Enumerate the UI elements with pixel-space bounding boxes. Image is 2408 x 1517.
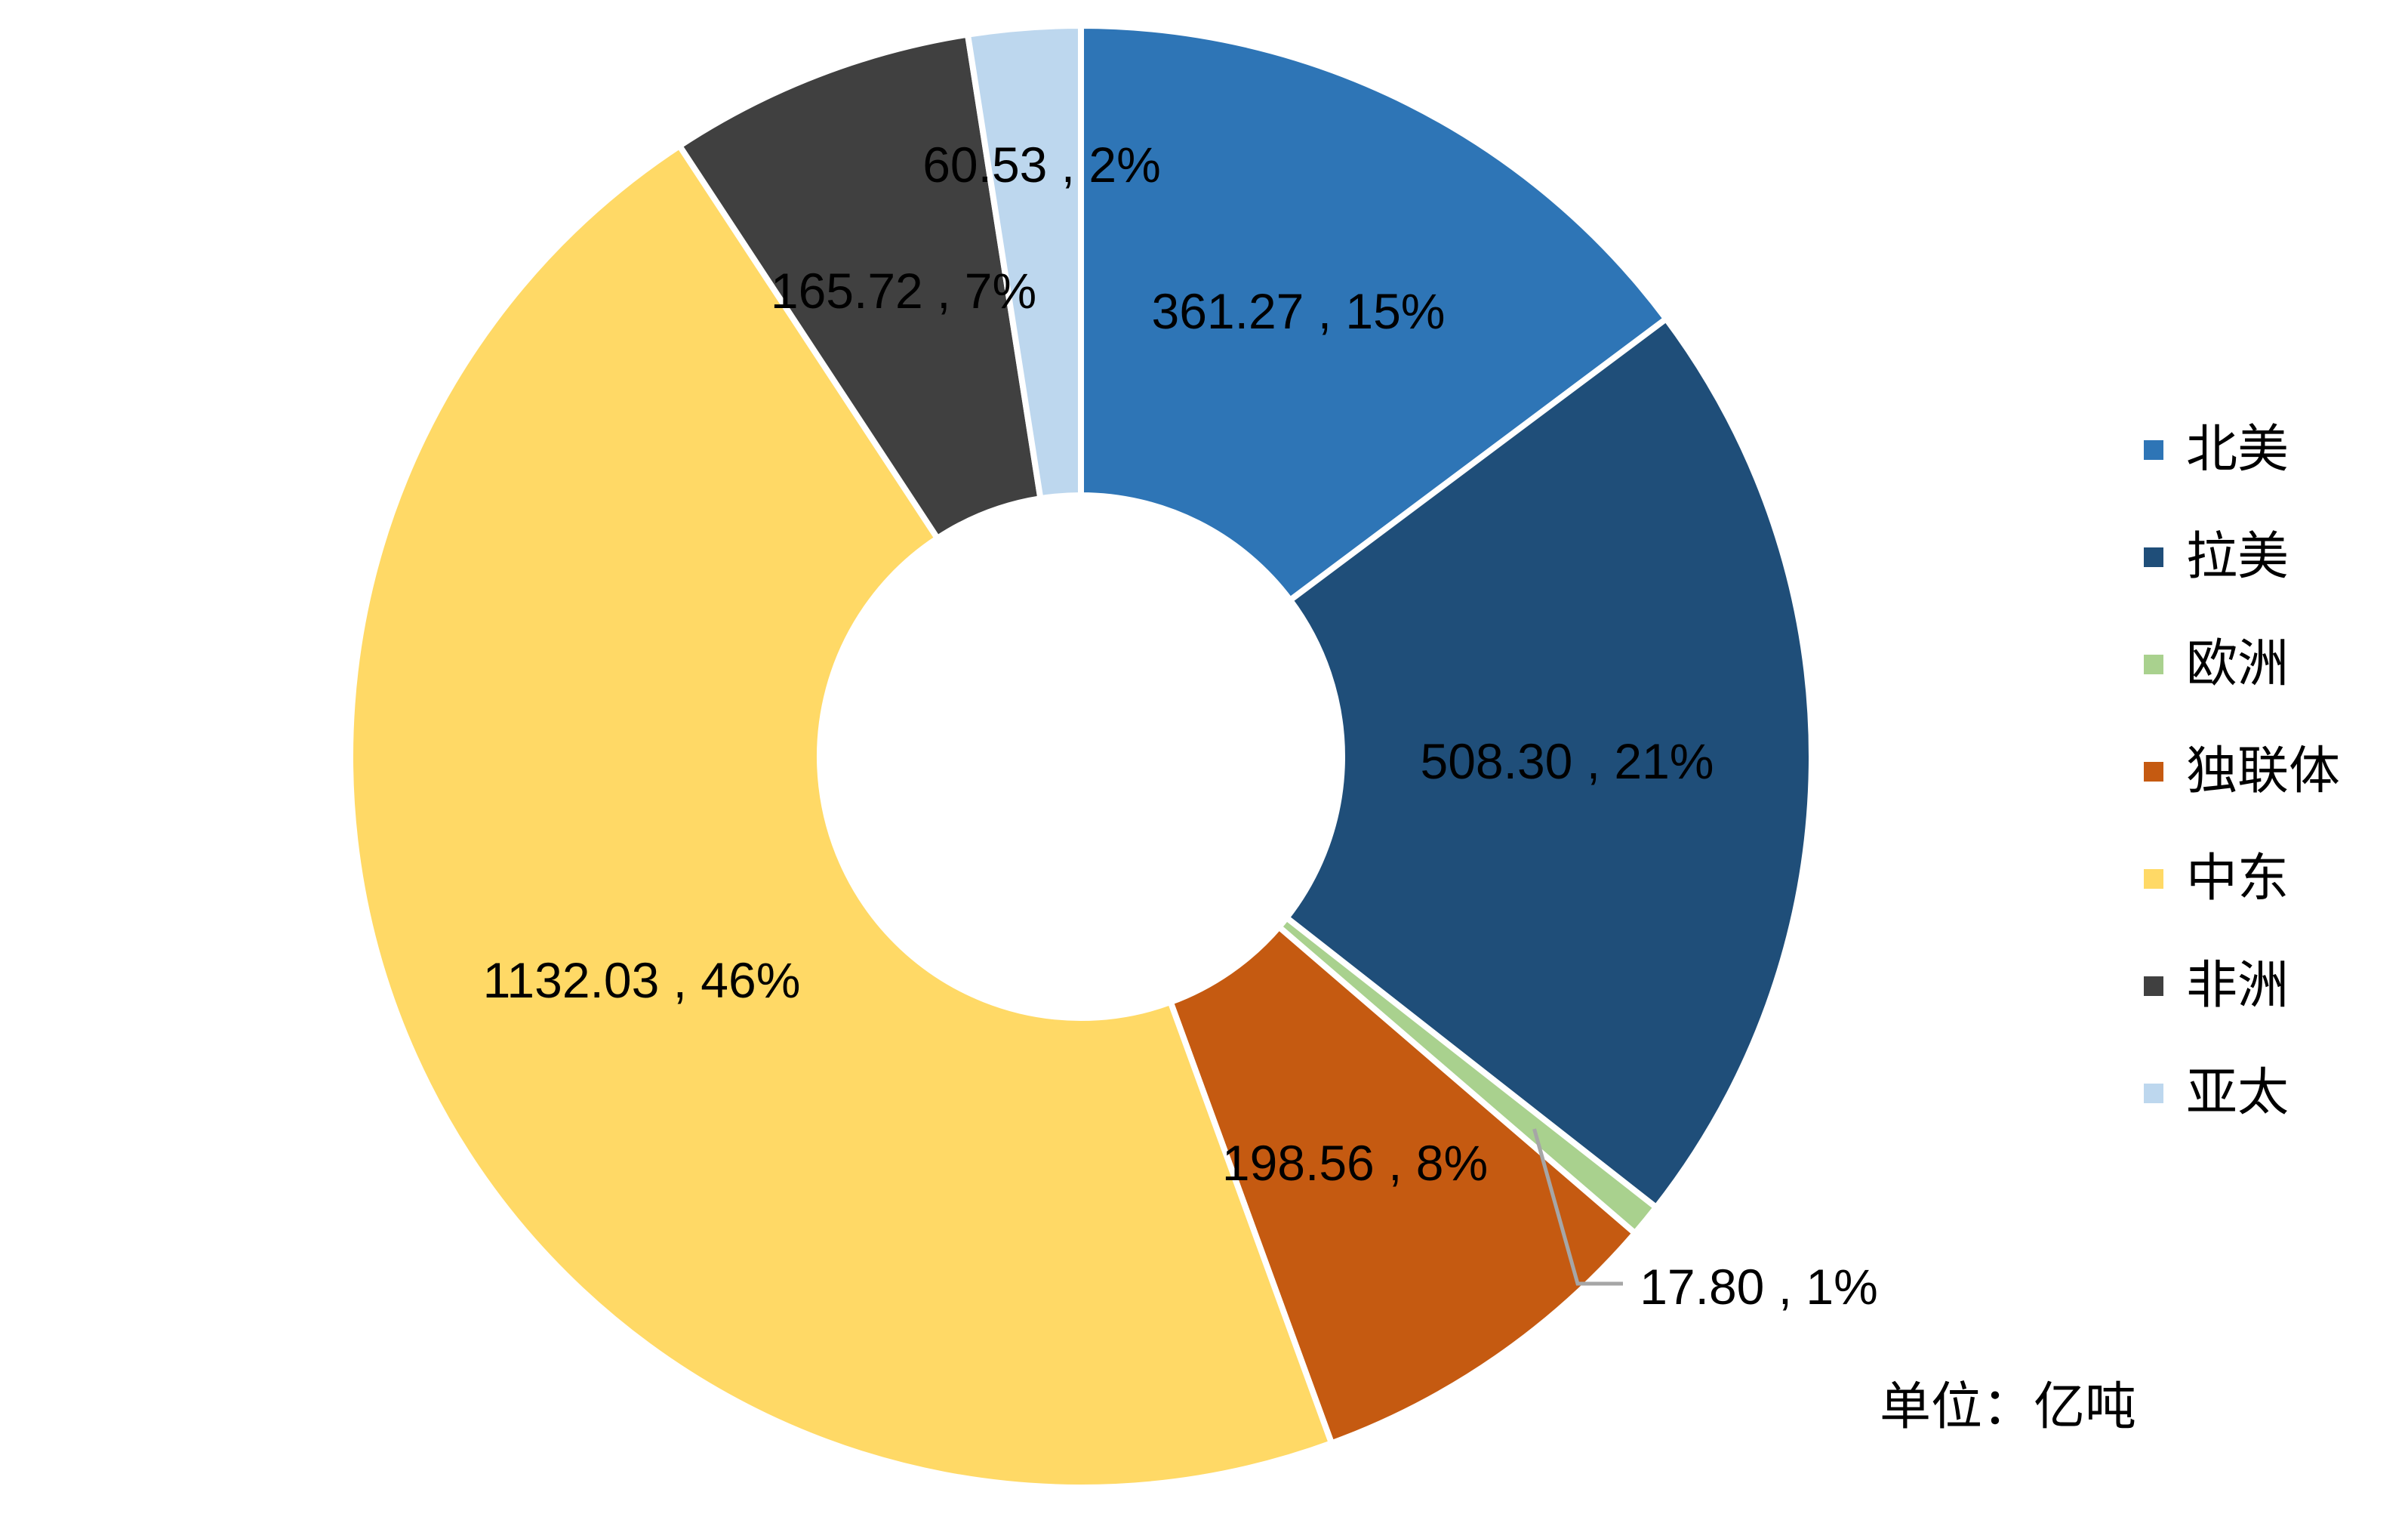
legend-label-asia-pacific: 亚太	[2186, 1063, 2289, 1123]
leader-lines-layer	[1532, 1128, 1623, 1286]
legend: 北美 拉美 欧洲 独联体 中东 非洲 亚太	[2144, 396, 2340, 1147]
data-label-europe: 17.80 , 1%	[1640, 1259, 1878, 1315]
data-label-middle-east: 1132.03 , 46%	[483, 952, 801, 1008]
legend-swatch-cis	[2144, 762, 2163, 782]
slice-asia-pacific[interactable]	[964, 22, 1084, 502]
data-label-asia-pacific: 60.53 , 2%	[922, 137, 1161, 193]
legend-item-asia-pacific[interactable]: 亚太	[2144, 1040, 2340, 1147]
slice-middle-east[interactable]	[347, 141, 1336, 1491]
legend-item-cis[interactable]: 独联体	[2144, 718, 2340, 825]
leader-line-europe	[1532, 1128, 1623, 1286]
data-label-latin-america: 508.30 , 21%	[1421, 733, 1714, 789]
data-labels-layer: 361.27 , 15% 508.30 , 21% 17.80 , 1% 198.56…	[483, 137, 1878, 1315]
legend-label-africa: 非洲	[2186, 956, 2289, 1016]
legend-label-europe: 欧洲	[2186, 634, 2289, 694]
slice-africa[interactable]	[675, 31, 1044, 543]
legend-label-cis: 独联体	[2186, 742, 2341, 801]
legend-swatch-middle-east	[2144, 869, 2163, 889]
slices-layer	[347, 22, 1815, 1491]
legend-swatch-africa	[2144, 976, 2163, 996]
legend-swatch-asia-pacific	[2144, 1084, 2163, 1103]
legend-label-north-america: 北美	[2186, 420, 2289, 479]
data-label-cis: 198.56 , 8%	[1222, 1135, 1488, 1191]
legend-item-latin-america[interactable]: 拉美	[2144, 504, 2340, 611]
data-label-africa: 165.72 , 7%	[771, 263, 1036, 319]
legend-swatch-north-america	[2144, 440, 2163, 460]
legend-swatch-latin-america	[2144, 547, 2163, 567]
legend-item-africa[interactable]: 非洲	[2144, 933, 2340, 1040]
legend-swatch-europe	[2144, 655, 2163, 674]
legend-item-middle-east[interactable]: 中东	[2144, 825, 2340, 933]
legend-label-middle-east: 中东	[2186, 849, 2289, 908]
slice-latin-america[interactable]	[1282, 314, 1815, 1212]
legend-label-latin-america: 拉美	[2186, 527, 2289, 587]
legend-item-north-america[interactable]: 北美	[2144, 396, 2340, 504]
legend-item-europe[interactable]: 欧洲	[2144, 611, 2340, 718]
unit-note: 单位：亿吨	[1880, 1377, 2137, 1437]
data-label-north-america: 361.27 , 15%	[1152, 283, 1446, 339]
slice-north-america[interactable]	[1078, 22, 1671, 605]
